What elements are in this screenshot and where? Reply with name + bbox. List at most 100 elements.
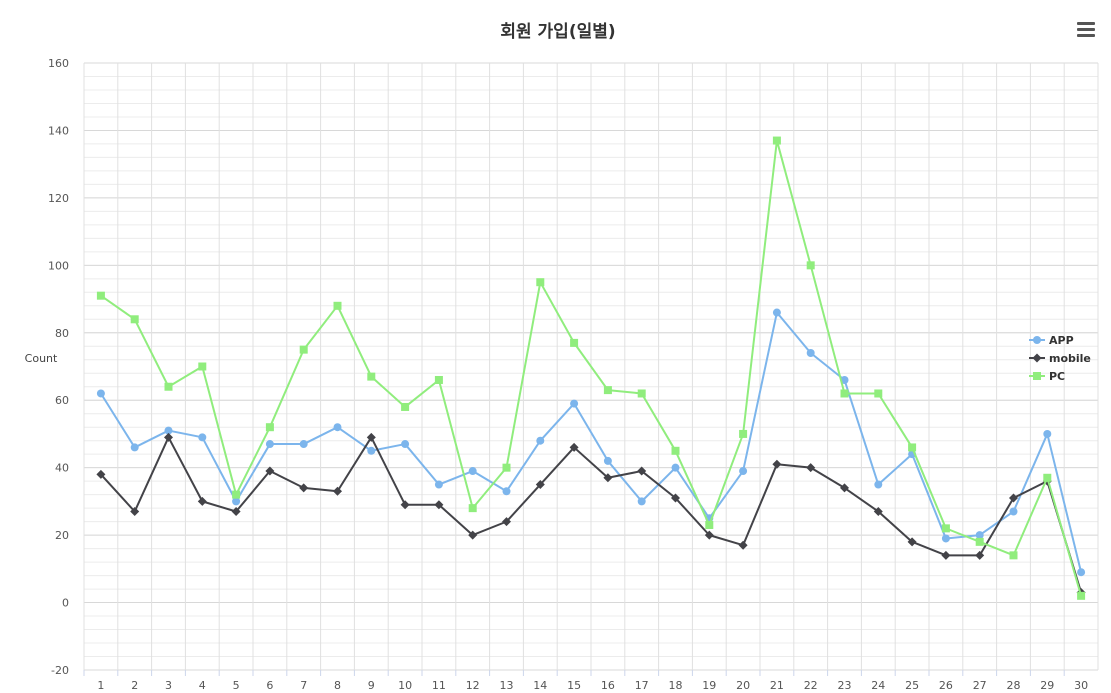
data-point-pc[interactable] (1043, 473, 1052, 482)
data-point-app[interactable] (333, 423, 342, 432)
data-point-mobile[interactable] (873, 507, 883, 517)
data-point-mobile[interactable] (96, 469, 106, 479)
data-point-app[interactable] (434, 480, 443, 489)
data-point-app[interactable] (536, 436, 545, 445)
data-point-mobile[interactable] (738, 540, 748, 550)
data-point-app[interactable] (96, 389, 105, 398)
data-point-pc[interactable] (975, 537, 984, 546)
data-point-app[interactable] (941, 534, 950, 543)
data-point-pc[interactable] (840, 389, 849, 398)
data-point-mobile[interactable] (502, 517, 511, 527)
data-point-mobile[interactable] (299, 483, 309, 493)
data-point-mobile[interactable] (1009, 493, 1018, 503)
data-point-pc[interactable] (265, 423, 274, 432)
data-point-pc[interactable] (671, 446, 680, 455)
data-point-mobile[interactable] (400, 500, 410, 510)
data-point-mobile[interactable] (231, 507, 241, 517)
data-point-pc[interactable] (299, 345, 308, 354)
data-point-mobile[interactable] (637, 466, 647, 476)
data-point-app[interactable] (806, 349, 815, 358)
data-point-app[interactable] (1077, 568, 1086, 577)
data-point-pc[interactable] (1077, 591, 1086, 600)
data-point-mobile[interactable] (130, 507, 140, 517)
data-point-pc[interactable] (130, 315, 139, 324)
data-point-app[interactable] (975, 531, 984, 540)
data-point-mobile[interactable] (671, 493, 680, 503)
legend-item-pc[interactable]: PC (1029, 370, 1065, 383)
data-point-app[interactable] (603, 456, 612, 465)
data-point-app[interactable] (874, 480, 883, 489)
data-point-pc[interactable] (401, 402, 410, 411)
data-point-app[interactable] (232, 497, 241, 506)
data-point-app[interactable] (299, 440, 308, 449)
data-point-mobile[interactable] (535, 480, 545, 490)
x-tick-label: 10 (398, 679, 412, 692)
y-tick-label: 160 (48, 57, 69, 70)
data-point-pc[interactable] (637, 389, 646, 398)
x-tick-label: 19 (702, 679, 716, 692)
data-point-app[interactable] (468, 467, 477, 476)
legend-item-app[interactable]: APP (1029, 334, 1074, 347)
data-point-mobile[interactable] (704, 530, 714, 540)
data-point-app[interactable] (198, 433, 207, 442)
x-tick-label: 27 (973, 679, 987, 692)
data-point-app[interactable] (570, 399, 579, 408)
data-point-pc[interactable] (536, 278, 545, 287)
data-point-mobile[interactable] (772, 459, 782, 469)
legend[interactable]: APP mobile PC (1029, 334, 1091, 383)
data-point-app[interactable] (265, 440, 274, 449)
x-tick-label: 14 (533, 679, 547, 692)
data-point-mobile[interactable] (366, 432, 376, 442)
y-tick-label: 60 (55, 394, 69, 407)
data-point-pc[interactable] (502, 463, 511, 472)
data-point-pc[interactable] (908, 443, 917, 452)
data-point-pc[interactable] (1009, 551, 1018, 560)
hamburger-menu-icon[interactable] (1077, 22, 1095, 40)
data-point-mobile[interactable] (975, 550, 985, 560)
data-point-pc[interactable] (96, 291, 105, 300)
data-point-pc[interactable] (198, 362, 207, 371)
data-point-pc[interactable] (705, 520, 714, 529)
data-point-app[interactable] (130, 443, 139, 452)
data-point-mobile[interactable] (806, 463, 816, 473)
legend-item-mobile[interactable]: mobile (1029, 352, 1091, 365)
data-point-mobile[interactable] (333, 486, 342, 496)
data-point-mobile[interactable] (907, 537, 917, 547)
data-point-mobile[interactable] (164, 432, 173, 442)
data-point-app[interactable] (502, 487, 511, 496)
data-point-app[interactable] (1009, 507, 1018, 516)
data-point-mobile[interactable] (265, 466, 275, 476)
data-point-app[interactable] (367, 446, 376, 455)
data-point-app[interactable] (401, 440, 410, 449)
x-tick-label: 17 (635, 679, 649, 692)
data-point-pc[interactable] (434, 375, 443, 384)
data-point-app[interactable] (772, 308, 781, 317)
legend-label-app: APP (1049, 334, 1074, 347)
data-point-pc[interactable] (232, 490, 241, 499)
data-point-mobile[interactable] (434, 500, 444, 510)
data-point-mobile[interactable] (603, 473, 613, 483)
data-point-app[interactable] (1043, 429, 1052, 438)
data-point-pc[interactable] (570, 338, 579, 347)
data-point-mobile[interactable] (941, 550, 951, 560)
data-point-pc[interactable] (772, 136, 781, 145)
data-point-pc[interactable] (739, 429, 748, 438)
data-point-pc[interactable] (468, 504, 477, 513)
data-point-mobile[interactable] (840, 483, 849, 493)
data-point-mobile[interactable] (468, 530, 478, 540)
data-point-pc[interactable] (941, 524, 950, 533)
data-point-pc[interactable] (874, 389, 883, 398)
data-point-mobile[interactable] (569, 442, 579, 452)
data-point-pc[interactable] (603, 386, 612, 395)
y-tick-label: 80 (55, 327, 69, 340)
data-point-app[interactable] (164, 426, 173, 435)
series-mobile (96, 432, 1086, 597)
data-point-pc[interactable] (164, 382, 173, 391)
data-point-pc[interactable] (367, 372, 376, 381)
data-point-app[interactable] (637, 497, 646, 506)
data-point-app[interactable] (739, 467, 748, 476)
data-point-mobile[interactable] (197, 496, 207, 506)
data-point-pc[interactable] (806, 261, 815, 270)
data-point-app[interactable] (671, 463, 680, 472)
data-point-pc[interactable] (333, 301, 342, 310)
